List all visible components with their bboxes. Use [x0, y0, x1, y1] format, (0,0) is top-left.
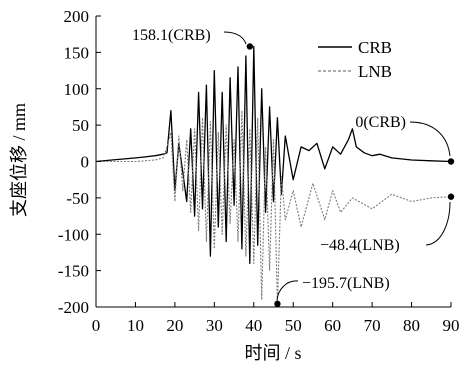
x-tick-label: 80 [403, 316, 420, 335]
annotation-marker [447, 193, 455, 200]
plot-lines [95, 45, 452, 305]
y-tick-label: -200 [58, 298, 89, 317]
y-tick-label: 200 [64, 7, 90, 26]
y-tick-label: 150 [64, 43, 90, 62]
annotation-arrow [425, 201, 451, 246]
x-tick-label: 20 [166, 316, 183, 335]
y-tick-label: 100 [64, 80, 90, 99]
x-tick-label: 70 [364, 316, 381, 335]
x-axis-title: 时间 / s [244, 343, 301, 363]
y-tick-label: 0 [81, 153, 90, 172]
annotation-label: −195.7(LNB) [302, 275, 390, 292]
annotation-marker [447, 158, 455, 165]
legend-lnb-label: LNB [358, 62, 392, 81]
series-line-lnb [96, 110, 452, 305]
y-tick-label: -100 [58, 225, 89, 244]
annotation-arrow [409, 121, 451, 157]
annotations: 158.1(CRB) 0(CRB) −48.4(LNB) −195.7(LNB) [132, 27, 455, 308]
x-tick-label: 0 [92, 316, 101, 335]
x-tick-label: 40 [245, 316, 262, 335]
x-tick-label: 60 [324, 316, 341, 335]
axes: 0 10 20 30 40 50 60 70 80 90 200 150 100 50 0 -50 -100 -1… [58, 7, 460, 335]
annotation-marker [274, 300, 281, 308]
y-tick-label: -50 [66, 189, 89, 208]
y-tick-label: -150 [58, 262, 89, 281]
x-tick-label: 50 [285, 316, 302, 335]
annotation-label: −48.4(LNB) [320, 237, 400, 254]
x-tick-label: 30 [206, 316, 223, 335]
y-axis-title: 支座位移 / mm [9, 103, 29, 217]
annotation-label: 0(CRB) [355, 114, 406, 131]
y-tick-label: 50 [72, 116, 89, 135]
annotation-label: 158.1(CRB) [132, 27, 211, 44]
x-tick-label: 10 [127, 316, 144, 335]
annotation-arrow [223, 31, 247, 45]
annotation-marker [246, 43, 254, 50]
legend-crb-label: CRB [358, 38, 392, 57]
legend: CRB LNB [318, 38, 392, 81]
annotation-arrow [276, 280, 299, 301]
x-tick-label: 90 [443, 316, 460, 335]
